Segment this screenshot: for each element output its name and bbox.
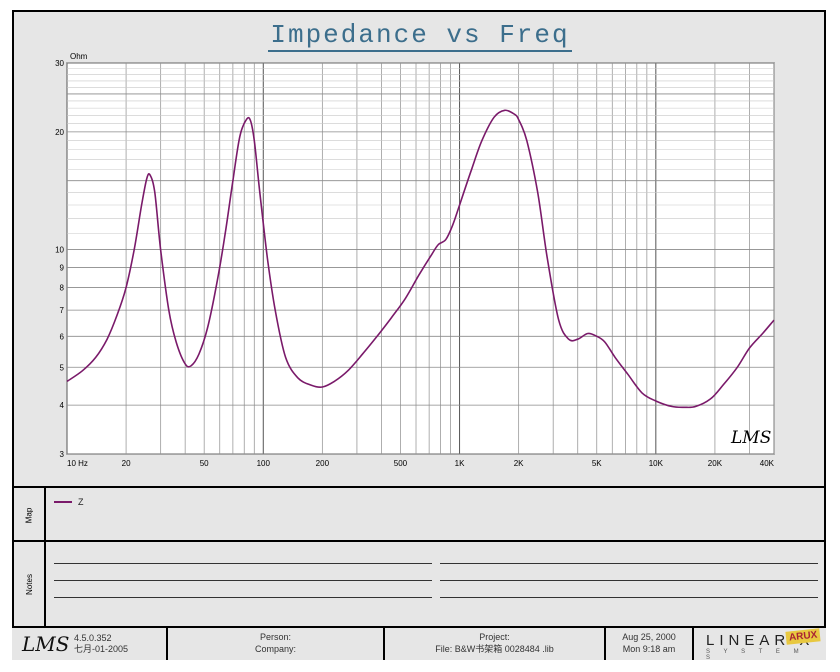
x-tick-label: 10K — [649, 459, 664, 468]
y-tick-label: 9 — [60, 263, 65, 272]
impedance-chart: 10 Hz 20 50 100 200 500 1K 2K 5K 10K 20K 40K 3 4 5 6 7 8… — [55, 52, 775, 468]
footer-person-cell: Person: Company: — [168, 628, 385, 660]
footer-date-cell: Aug 25, 2000 Mon 9:18 am — [606, 628, 694, 660]
footer-brand-cell: LINEAR X S Y S T E M S ARUX — [694, 628, 822, 661]
watermark-stamp: ARUX — [785, 628, 821, 645]
company-label: Company: — [254, 644, 297, 654]
project-label: Project: — [479, 632, 510, 642]
map-divider — [44, 488, 46, 542]
x-tick-label: 40K — [760, 459, 775, 468]
notes-label: Notes — [24, 573, 34, 595]
person-label: Person: — [259, 632, 292, 642]
legend-item-z: Z — [78, 497, 84, 507]
x-tick-label: 2K — [514, 459, 524, 468]
map-section — [12, 486, 826, 542]
y-tick-label: 3 — [60, 450, 65, 459]
y-tick-label: 20 — [55, 128, 64, 137]
x-tick-label: 500 — [394, 459, 408, 468]
brand-logo: LINEAR X — [706, 632, 815, 649]
note-line — [440, 580, 818, 581]
date-text: Aug 25, 2000 — [622, 632, 676, 642]
plot-area — [66, 62, 775, 455]
notes-divider — [44, 542, 46, 626]
notes-section — [12, 540, 826, 628]
x-tick-label: 10 Hz — [67, 459, 88, 468]
y-tick-label: 30 — [55, 59, 64, 68]
x-tick-label: 50 — [200, 459, 209, 468]
y-axis-label: Ohm — [70, 52, 88, 61]
x-tick-labels: 10 Hz 20 50 100 200 500 1K 2K 5K 10K 20K 40K — [67, 459, 775, 468]
file-label: File: B&W书架箱 0028484 .lib — [435, 644, 554, 654]
series-line-z — [66, 109, 775, 409]
x-tick-label: 5K — [592, 459, 602, 468]
chart-title: Impedance vs Freq — [268, 20, 572, 52]
note-line — [54, 563, 432, 564]
x-tick-label: 200 — [316, 459, 330, 468]
y-tick-label: 10 — [55, 246, 64, 255]
lms-logo: LMS — [22, 632, 70, 656]
legend: Z — [54, 497, 84, 507]
chart-logo: LMS — [731, 428, 772, 448]
y-tick-label: 7 — [60, 306, 65, 315]
x-tick-label: 100 — [257, 459, 271, 468]
x-tick-label: 20K — [708, 459, 723, 468]
note-line — [54, 597, 432, 598]
x-tick-label: 1K — [455, 459, 465, 468]
legend-swatch — [54, 501, 72, 503]
footer: LMS 4.5.0.352 七月-01-2005 Person: Company… — [12, 626, 826, 661]
date-code-text: 七月-01-2005 — [74, 644, 129, 654]
y-tick-label: 5 — [60, 363, 65, 372]
note-line — [440, 597, 818, 598]
brand-subtitle: S Y S T E M S — [706, 649, 805, 661]
note-line — [54, 580, 432, 581]
y-tick-label: 4 — [60, 401, 65, 410]
x-tick-label: 20 — [122, 459, 131, 468]
time-text: Mon 9:18 am — [622, 644, 676, 654]
note-line — [440, 563, 818, 564]
footer-version-cell: LMS 4.5.0.352 七月-01-2005 — [12, 628, 168, 660]
version-text: 4.5.0.352 — [74, 633, 112, 643]
y-tick-label: 6 — [60, 332, 65, 341]
footer-project-cell: Project: File: B&W书架箱 0028484 .lib — [385, 628, 606, 660]
map-label: Map — [24, 507, 34, 523]
y-tick-label: 8 — [60, 283, 65, 292]
y-tick-labels: 3 4 5 6 7 8 9 10 20 30 — [55, 59, 64, 459]
